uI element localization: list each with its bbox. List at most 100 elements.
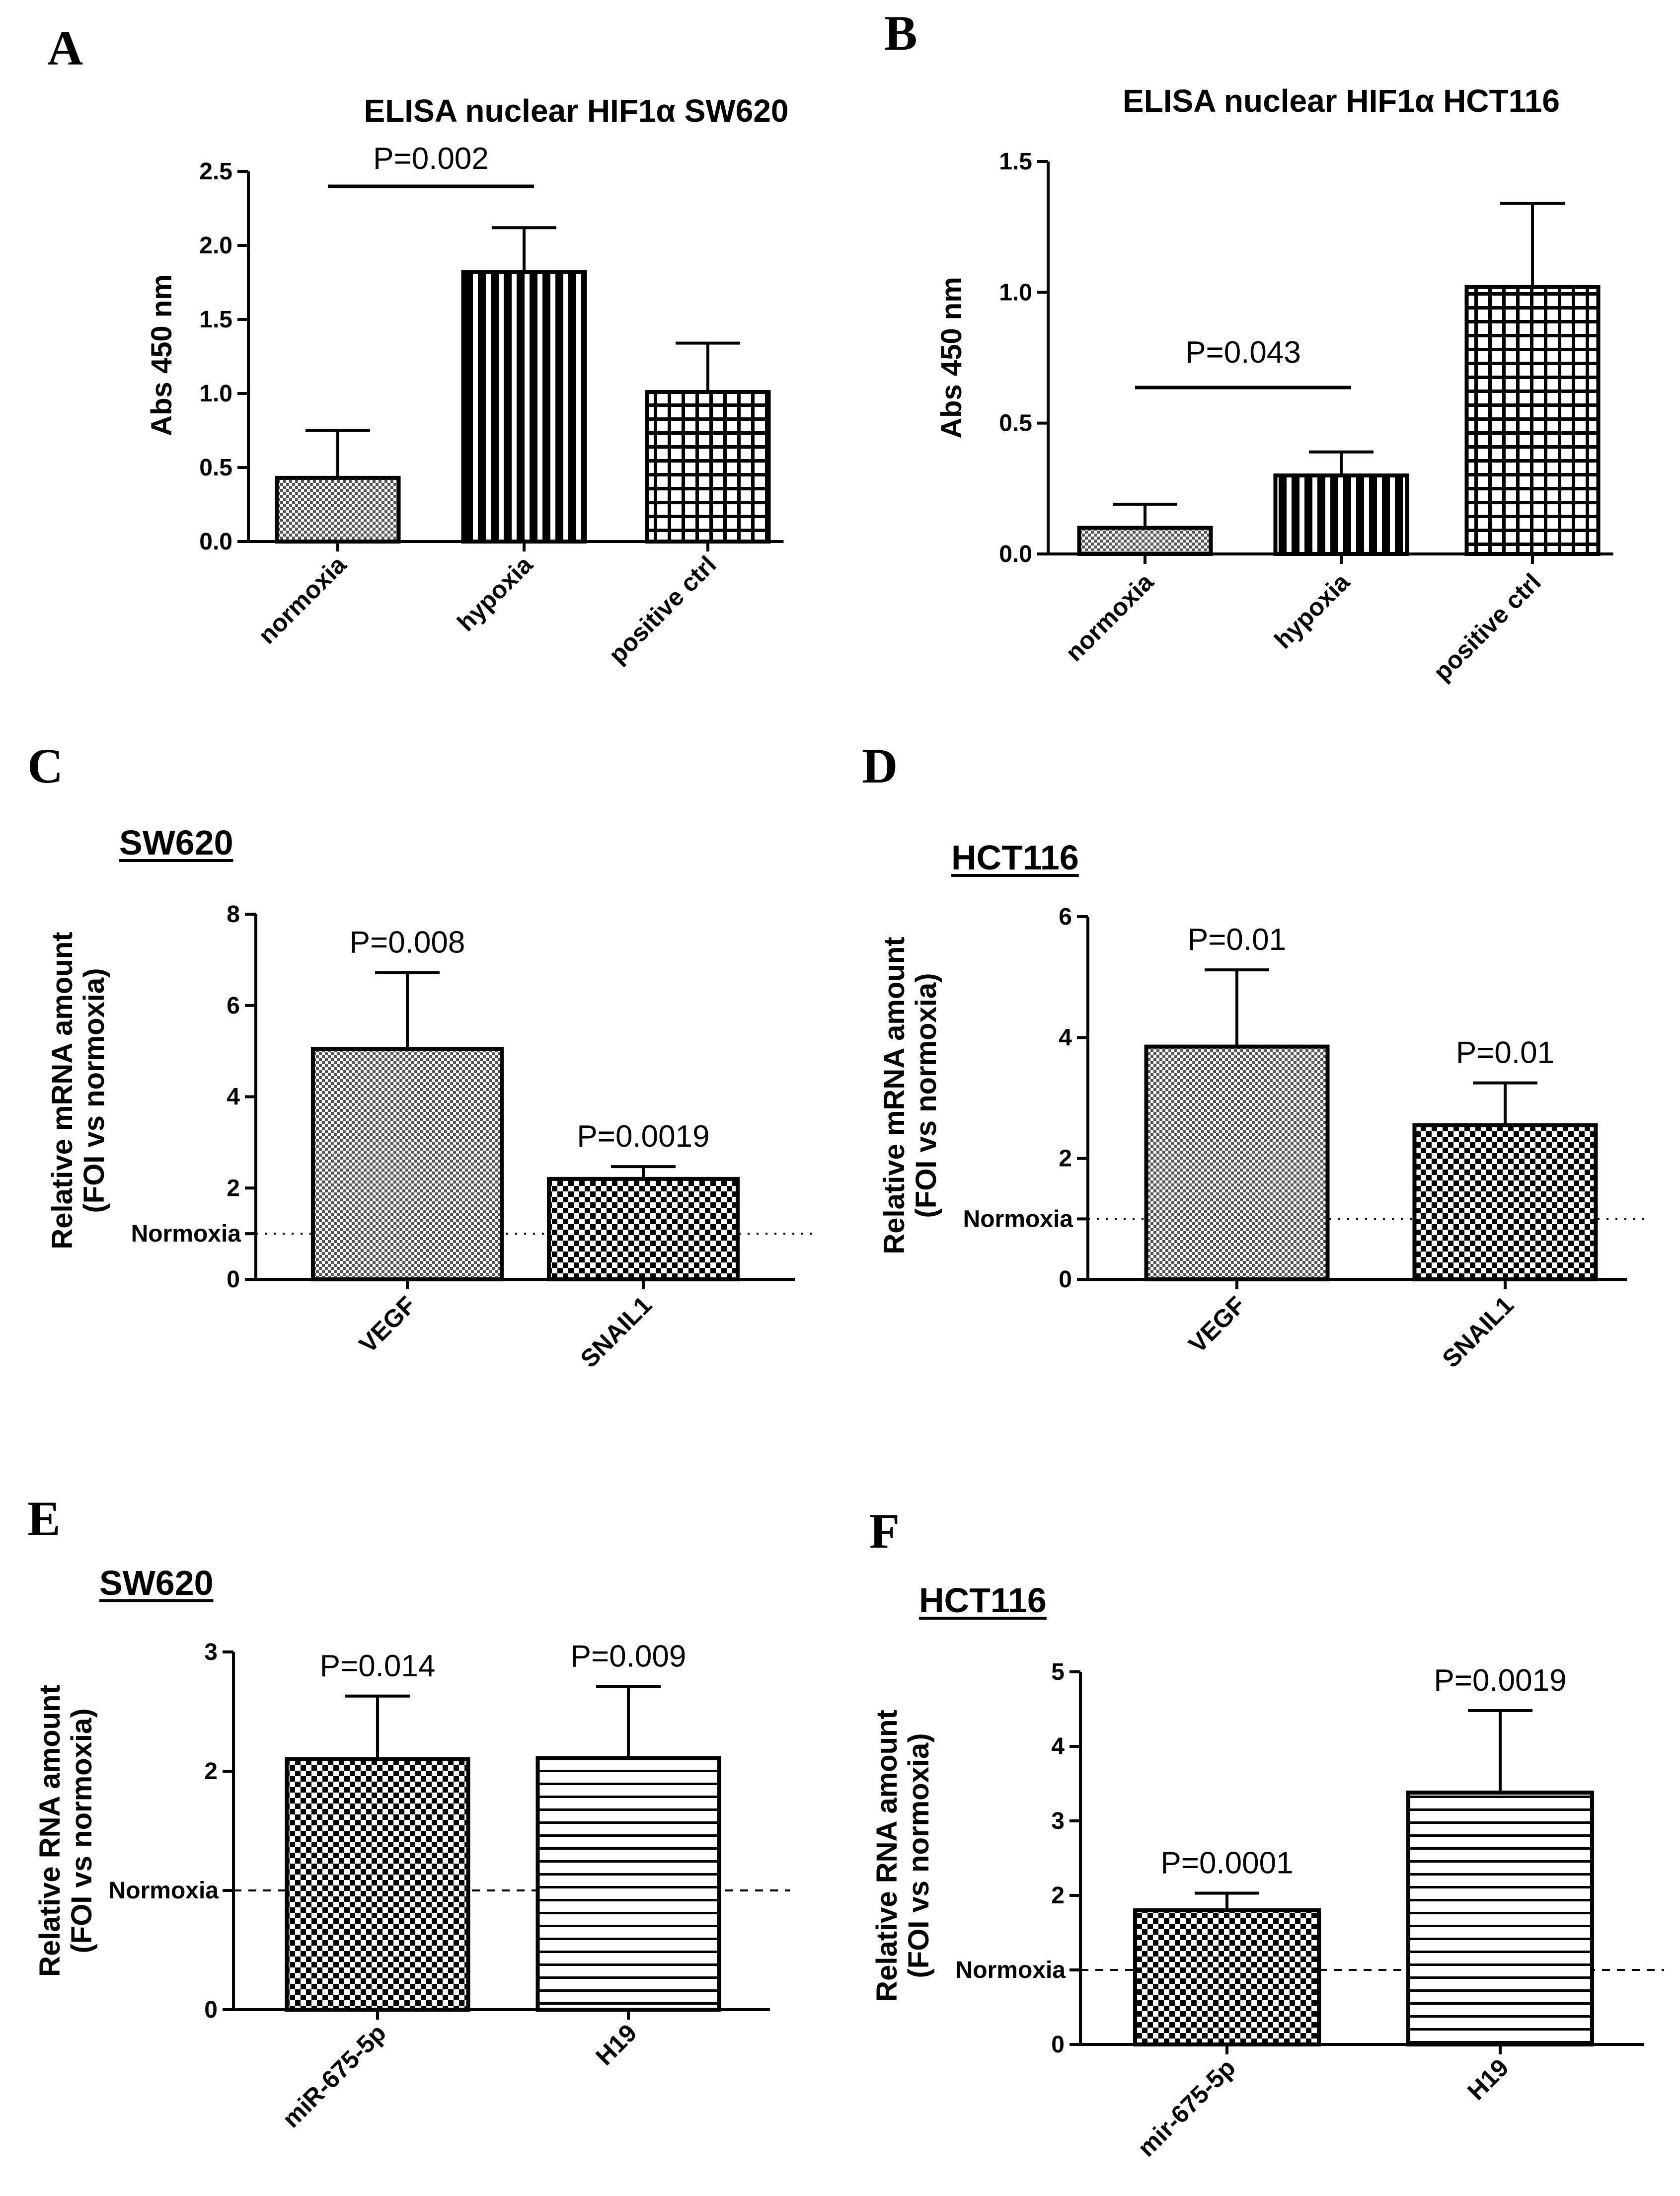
y-tick-label: 3 xyxy=(1051,1808,1065,1834)
y-tick-label: 1.5 xyxy=(199,307,232,333)
bar-vegf xyxy=(1144,1044,1330,1281)
p-value-label: P=0.043 xyxy=(1185,335,1301,370)
y-axis-label-line: Relative RNA amount xyxy=(34,1685,66,1977)
y-tick-label: 2.0 xyxy=(199,233,232,259)
category-label: H19 xyxy=(590,2019,642,2070)
chart-a: ELISA nuclear HIF1α SW620 Abs 450 nm 0.0 0.… xyxy=(146,93,789,669)
chart-d: HCT116 Relative mRNA amount(FOI vs normox… xyxy=(878,838,1647,1373)
p-value-label: P=0.0019 xyxy=(1434,1663,1566,1698)
panel-b: B xyxy=(884,5,917,61)
bar-hypoxia xyxy=(461,270,587,544)
panel-c: C xyxy=(27,738,63,793)
bar-mir-675-5p xyxy=(1133,1908,1321,2046)
panel-f: F xyxy=(869,1503,900,1559)
chart-title: SW620 xyxy=(119,823,233,862)
normoxia-label: Normoxia xyxy=(109,1878,219,1904)
y-axis-label-line: (FOI vs normoxia) xyxy=(78,968,110,1213)
y-axis-label-line: (FOI vs normoxia) xyxy=(910,973,942,1218)
category-label: H19 xyxy=(1462,2053,1514,2105)
y-tick-label: 2 xyxy=(227,1175,240,1201)
p-value-label: P=0.0019 xyxy=(577,1119,709,1154)
chart-title: HCT116 xyxy=(919,1581,1047,1620)
y-tick-label: 0 xyxy=(227,1266,240,1293)
category-label: SNAIL1 xyxy=(575,1291,657,1373)
panel-letter-b: B xyxy=(884,5,917,61)
bar-h19 xyxy=(1406,1791,1594,2046)
y-tick-label: 0.0 xyxy=(199,529,232,555)
category-label: positive ctrl xyxy=(604,550,722,669)
panel-d: D xyxy=(862,738,898,793)
y-tick-label: 1.0 xyxy=(199,381,232,407)
category-label: normoxia xyxy=(253,550,352,649)
panel-e: E xyxy=(27,1491,61,1546)
chart-b: ELISA nuclear HIF1α HCT116 Abs 450 nm 0.0 0… xyxy=(935,83,1613,686)
chart-title: HCT116 xyxy=(951,838,1079,877)
y-tick-label: 1.5 xyxy=(999,149,1032,175)
y-tick-label: 0.5 xyxy=(999,410,1032,437)
y-axis-label-line: Relative RNA amount xyxy=(871,1710,903,2002)
panel-letter-c: C xyxy=(27,738,63,793)
bar-vegf xyxy=(311,1047,504,1281)
bar-normoxia xyxy=(1077,526,1213,556)
bar-normoxia xyxy=(275,475,401,544)
panel-a: A xyxy=(47,20,83,76)
y-tick-label: 8 xyxy=(227,901,240,928)
y-tick-label: 1.0 xyxy=(999,279,1032,306)
chart-title: SW620 xyxy=(99,1564,214,1602)
bar-positive-ctrl xyxy=(1464,285,1601,556)
y-tick-label: 0 xyxy=(204,1997,218,2023)
bar-hypoxia xyxy=(1273,473,1409,556)
chart-e: SW620 Relative RNA amount(FOI vs normoxia… xyxy=(34,1564,790,2133)
y-tick-label: 0.0 xyxy=(999,541,1032,567)
panel-letter-a: A xyxy=(47,20,83,76)
category-label: hypoxia xyxy=(1269,567,1356,654)
y-tick-label: 0.5 xyxy=(199,455,232,481)
p-value-label: P=0.002 xyxy=(373,142,489,176)
bar-h19 xyxy=(535,1756,721,2012)
p-value-label: P=0.008 xyxy=(350,926,465,960)
category-label: hypoxia xyxy=(452,550,538,636)
y-axis-label: Relative mRNA amount(FOI vs normoxia) xyxy=(878,937,942,1254)
y-axis-label-line: Relative mRNA amount xyxy=(46,932,78,1249)
p-value-label: P=0.01 xyxy=(1188,923,1286,957)
y-tick-label: 2.5 xyxy=(199,158,232,185)
panel-letter-d: D xyxy=(862,738,898,793)
y-tick-label: 3 xyxy=(204,1639,218,1665)
bar-positive-ctrl xyxy=(645,390,771,544)
y-axis-label: Relative mRNA amount(FOI vs normoxia) xyxy=(46,932,110,1249)
bar-snail1 xyxy=(547,1176,740,1281)
chart-f: HCT116 Relative RNA amount(FOI vs normoxi… xyxy=(871,1581,1664,2162)
y-tick-label: 2 xyxy=(1059,1146,1072,1172)
normoxia-label: Normoxia xyxy=(131,1221,241,1247)
panel-letter-f: F xyxy=(869,1503,900,1559)
y-tick-label: 4 xyxy=(1059,1024,1072,1051)
y-axis-label: Relative RNA amount(FOI vs normoxia) xyxy=(871,1710,935,2002)
p-value-label: P=0.009 xyxy=(571,1640,687,1674)
y-axis-label: Relative RNA amount(FOI vs normoxia) xyxy=(34,1685,98,1977)
bar-mir-675-5p xyxy=(285,1757,470,2012)
y-axis-label: Abs 450 nm xyxy=(935,277,968,439)
category-label: VEGF xyxy=(354,1291,421,1358)
y-tick-label: 6 xyxy=(227,993,240,1019)
y-tick-label: 2 xyxy=(204,1758,218,1785)
y-axis-label-line: Relative mRNA amount xyxy=(878,937,911,1254)
chart-title: ELISA nuclear HIF1α HCT116 xyxy=(1123,83,1560,119)
y-axis-label-line: (FOI vs normoxia) xyxy=(66,1708,98,1953)
y-tick-label: 4 xyxy=(1051,1733,1065,1760)
category-label: normoxia xyxy=(1060,567,1159,667)
y-tick-label: 0 xyxy=(1059,1266,1072,1293)
chart-c: SW620 Relative mRNA amount(FOI vs normoxi… xyxy=(46,823,815,1373)
y-tick-label: 0 xyxy=(1051,2032,1065,2058)
p-value-label: P=0.01 xyxy=(1456,1036,1554,1070)
category-label: positive ctrl xyxy=(1428,568,1546,686)
y-axis-label-line: (FOI vs normoxia) xyxy=(903,1733,935,1978)
normoxia-label: Normoxia xyxy=(963,1206,1073,1232)
panel-letter-e: E xyxy=(27,1491,61,1546)
y-axis-label: Abs 450 nm xyxy=(146,274,178,436)
category-label: SNAIL1 xyxy=(1437,1291,1519,1373)
bar-snail1 xyxy=(1412,1123,1598,1281)
y-tick-label: 5 xyxy=(1051,1659,1065,1685)
category-label: miR-675-5p xyxy=(277,2019,391,2133)
category-label: mir-675-5p xyxy=(1132,2053,1240,2162)
